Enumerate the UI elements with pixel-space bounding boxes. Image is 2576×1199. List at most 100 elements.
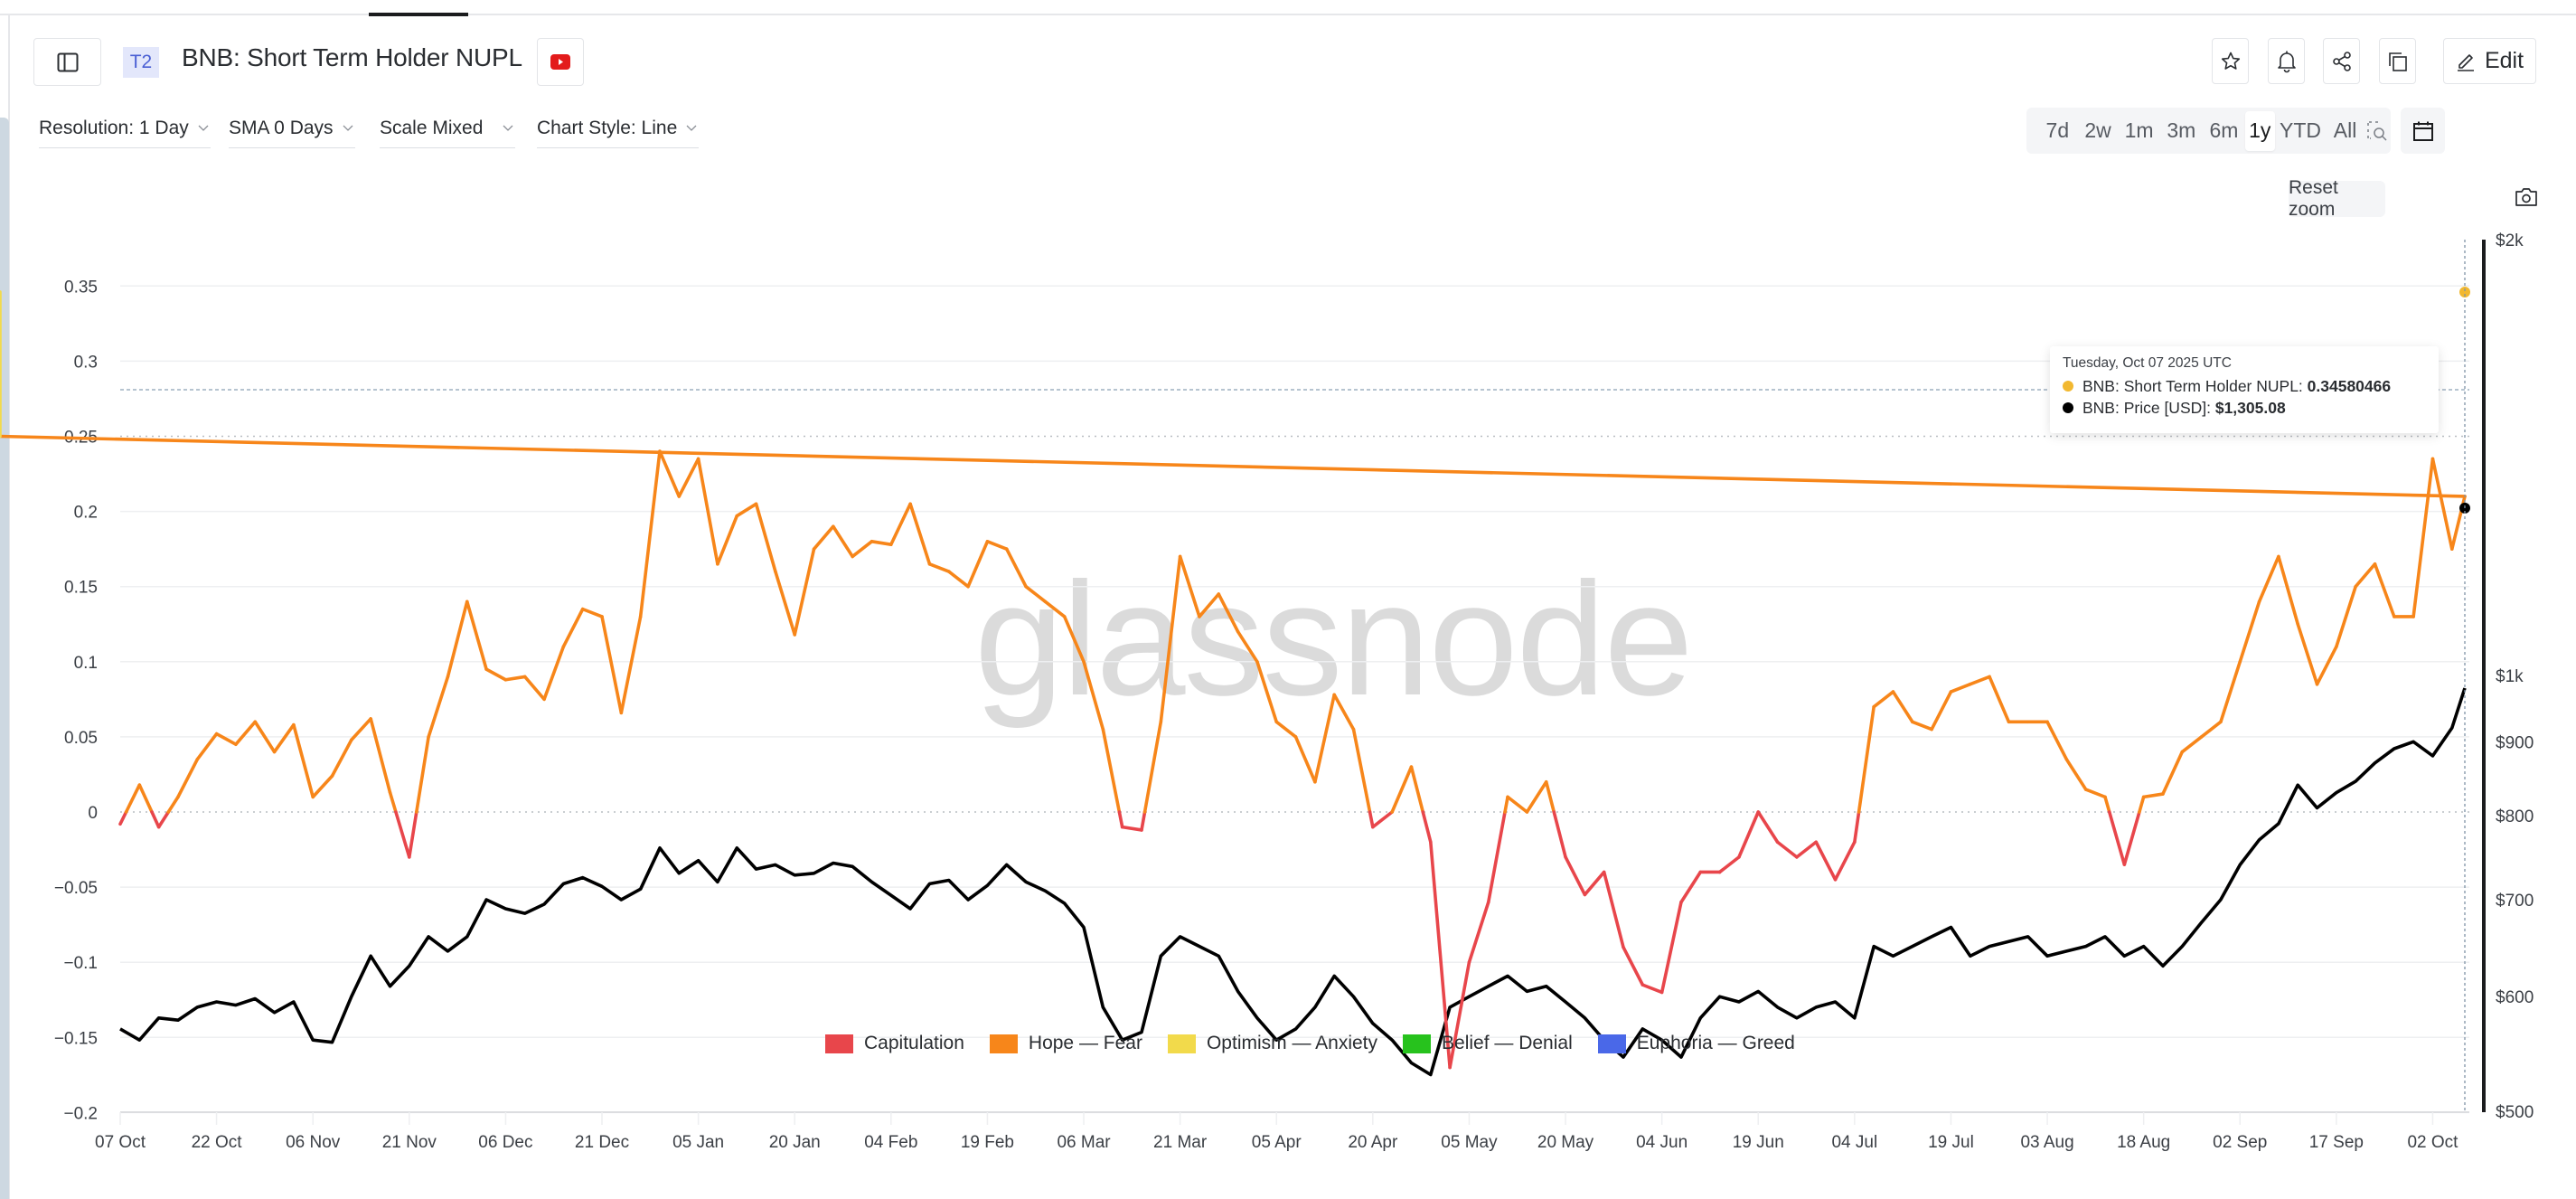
range-7d[interactable]: 7d bbox=[2045, 118, 2070, 142]
legend-optimism-anxiety[interactable]: Optimism — Anxiety bbox=[1167, 1033, 1378, 1054]
sidebar-panel-icon bbox=[57, 52, 78, 71]
sma-dropdown[interactable]: SMA 0 Days bbox=[229, 118, 355, 148]
tooltip-label: BNB: Price [USD]: bbox=[2082, 398, 2215, 417]
svg-text:04 Feb: 04 Feb bbox=[864, 1133, 917, 1152]
chevron-down-icon bbox=[198, 125, 209, 131]
svg-text:−0.05: −0.05 bbox=[54, 879, 98, 898]
svg-text:20 Jan: 20 Jan bbox=[769, 1133, 821, 1152]
tooltip-date: Tuesday, Oct 07 2025 UTC bbox=[2063, 355, 2232, 371]
svg-text:21 Dec: 21 Dec bbox=[575, 1133, 629, 1152]
legend-swatch bbox=[1167, 1034, 1196, 1053]
tooltip-label: BNB: Short Term Holder NUPL: bbox=[2082, 376, 2308, 395]
toggle-sidebar-button[interactable] bbox=[33, 38, 101, 86]
svg-text:0.05: 0.05 bbox=[64, 729, 98, 748]
duplicate-button[interactable] bbox=[2379, 38, 2416, 84]
chart-legend: Capitulation Hope — Fear Optimism — Anxi… bbox=[825, 1033, 1795, 1054]
svg-text:0.25: 0.25 bbox=[64, 429, 98, 448]
svg-text:$900: $900 bbox=[2496, 733, 2534, 752]
range-6m[interactable]: 6m bbox=[2209, 118, 2239, 142]
date-picker-button[interactable] bbox=[2401, 108, 2445, 154]
legend-label: Optimism — Anxiety bbox=[1206, 1033, 1378, 1053]
svg-text:21 Nov: 21 Nov bbox=[382, 1133, 437, 1152]
resolution-dropdown[interactable]: Resolution: 1 Day bbox=[39, 118, 211, 148]
x-axis: 07 Oct 22 Oct 06 Nov 21 Nov 06 Dec 21 Dec 05 J… bbox=[95, 1112, 2458, 1152]
svg-text:$700: $700 bbox=[2496, 892, 2534, 911]
resolution-value: Resolution: 1 Day bbox=[39, 118, 189, 138]
svg-text:$500: $500 bbox=[2496, 1103, 2534, 1122]
svg-text:19 Jul: 19 Jul bbox=[1928, 1133, 1974, 1152]
svg-text:0.2: 0.2 bbox=[74, 504, 98, 523]
svg-text:05 Jan: 05 Jan bbox=[672, 1133, 724, 1152]
tooltip-value: 0.34580466 bbox=[2307, 376, 2392, 395]
range-3m[interactable]: 3m bbox=[2167, 118, 2196, 142]
chart-style-dropdown[interactable]: Chart Style: Line bbox=[537, 118, 700, 148]
range-2w[interactable]: 2w bbox=[2084, 118, 2111, 142]
svg-text:07 Oct: 07 Oct bbox=[95, 1133, 146, 1152]
top-divider bbox=[0, 14, 2576, 15]
youtube-icon bbox=[550, 54, 570, 70]
calendar-icon bbox=[2412, 121, 2433, 141]
sidebar-scroll-strip[interactable] bbox=[0, 118, 9, 1199]
svg-text:05 May: 05 May bbox=[1441, 1133, 1498, 1152]
legend-swatch bbox=[1403, 1034, 1432, 1053]
svg-text:0.1: 0.1 bbox=[74, 654, 98, 673]
svg-text:$2k: $2k bbox=[2496, 231, 2524, 250]
svg-text:20 May: 20 May bbox=[1537, 1133, 1594, 1152]
share-icon bbox=[2332, 51, 2351, 71]
svg-text:$1k: $1k bbox=[2496, 667, 2524, 686]
range-ytd[interactable]: YTD bbox=[2279, 118, 2321, 142]
legend-belief-denial[interactable]: Belief — Denial bbox=[1403, 1033, 1573, 1054]
svg-text:−0.1: −0.1 bbox=[63, 954, 98, 973]
reset-zoom-button[interactable]: Reset zoom bbox=[2289, 177, 2385, 220]
range-all[interactable]: All bbox=[2333, 118, 2357, 142]
range-1m[interactable]: 1m bbox=[2124, 118, 2154, 142]
svg-text:0.3: 0.3 bbox=[74, 353, 98, 372]
svg-text:02 Sep: 02 Sep bbox=[2213, 1133, 2267, 1152]
tooltip-value: $1,305.08 bbox=[2214, 398, 2286, 417]
time-range-selector: 7d 2w 1m 3m 6m 1y YTD All bbox=[2026, 108, 2391, 154]
alert-button[interactable] bbox=[2268, 38, 2305, 84]
watermark: glassnode bbox=[974, 549, 1694, 729]
nupl-dot-icon bbox=[2063, 381, 2073, 392]
edit-button[interactable]: Edit bbox=[2443, 38, 2536, 84]
screenshot-button[interactable] bbox=[2515, 186, 2538, 210]
edit-label: Edit bbox=[2484, 48, 2524, 73]
svg-text:05 Apr: 05 Apr bbox=[1252, 1133, 1302, 1152]
legend-swatch bbox=[825, 1034, 853, 1053]
legend-label: Belief — Denial bbox=[1442, 1033, 1573, 1053]
left-y-axis: 0.35 0.3 0.25 0.2 0.15 0.1 0.05 0 −0.05 −0.1 −0.15… bbox=[54, 278, 98, 1123]
legend-swatch bbox=[1597, 1034, 1626, 1053]
svg-text:06 Mar: 06 Mar bbox=[1057, 1133, 1111, 1152]
left-rail bbox=[8, 15, 10, 1199]
right-y-axis: $2k $1k $900 $800 $700 $600 $500 bbox=[2482, 231, 2534, 1122]
svg-text:19 Feb: 19 Feb bbox=[961, 1133, 1014, 1152]
svg-text:04 Jul: 04 Jul bbox=[1831, 1133, 1877, 1152]
share-button[interactable] bbox=[2323, 38, 2360, 84]
scale-dropdown[interactable]: Scale Mixed bbox=[380, 118, 516, 148]
svg-text:18 Aug: 18 Aug bbox=[2117, 1133, 2170, 1152]
tier-badge: T2 bbox=[123, 47, 159, 78]
zoom-select-icon bbox=[2367, 120, 2387, 141]
chevron-down-icon bbox=[686, 125, 697, 131]
svg-text:21 Mar: 21 Mar bbox=[1153, 1133, 1208, 1152]
pencil-icon bbox=[2457, 53, 2474, 71]
zoom-select-button[interactable] bbox=[2364, 111, 2391, 151]
svg-text:06 Nov: 06 Nov bbox=[286, 1133, 341, 1152]
svg-text:02 Oct: 02 Oct bbox=[2407, 1133, 2458, 1152]
svg-text:20 Apr: 20 Apr bbox=[1348, 1133, 1398, 1152]
svg-text:$600: $600 bbox=[2496, 988, 2534, 1007]
chevron-down-icon bbox=[503, 125, 513, 131]
legend-hope-fear[interactable]: Hope — Fear bbox=[989, 1033, 1142, 1054]
svg-text:0: 0 bbox=[88, 804, 98, 823]
svg-text:0.35: 0.35 bbox=[64, 278, 98, 297]
svg-text:06 Dec: 06 Dec bbox=[478, 1133, 532, 1152]
legend-euphoria-greed[interactable]: Euphoria — Greed bbox=[1597, 1033, 1795, 1054]
youtube-button[interactable] bbox=[537, 38, 584, 86]
sma-value: SMA 0 Days bbox=[229, 118, 334, 138]
svg-text:04 Jun: 04 Jun bbox=[1636, 1133, 1688, 1152]
favorite-button[interactable] bbox=[2212, 38, 2249, 84]
legend-label: Hope — Fear bbox=[1028, 1033, 1142, 1053]
svg-text:−0.2: −0.2 bbox=[63, 1104, 98, 1123]
range-1y[interactable]: 1y bbox=[2245, 110, 2275, 151]
legend-capitulation[interactable]: Capitulation bbox=[825, 1033, 964, 1054]
